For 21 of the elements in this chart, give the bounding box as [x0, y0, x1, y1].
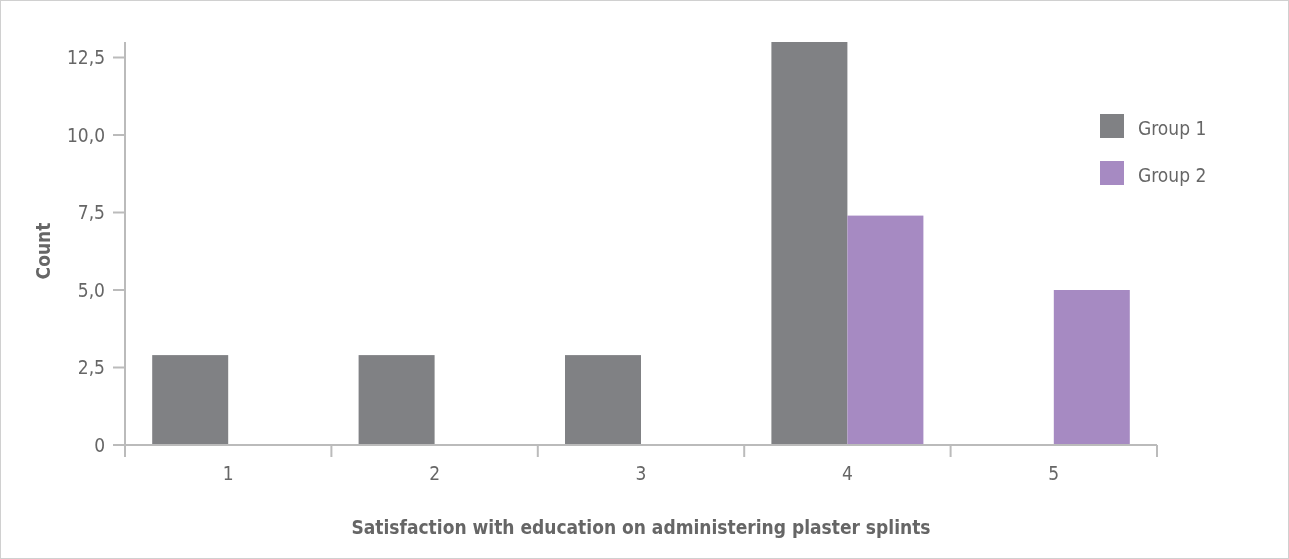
x-tick-label: 5: [1048, 462, 1060, 484]
y-tick-label: 7,5: [77, 201, 105, 224]
legend-label: Group 1: [1138, 116, 1207, 139]
bar: [1053, 290, 1130, 445]
bar: [847, 215, 924, 445]
bar: [358, 355, 435, 445]
x-tick-label: 4: [841, 462, 853, 484]
y-tick-label: 0: [94, 433, 105, 456]
legend-label: Group 2: [1138, 163, 1207, 186]
y-tick-label: 12,5: [66, 46, 105, 69]
x-axis-title: Satisfaction with education on administering plaster splints: [351, 516, 931, 538]
bar: [565, 355, 641, 445]
y-tick-label: 5,0: [77, 278, 105, 301]
y-axis-title: Count: [32, 222, 54, 280]
x-tick-label: 2: [429, 462, 441, 484]
y-tick-label: 2,5: [77, 356, 105, 379]
x-tick-label: 1: [222, 462, 234, 484]
bar: [771, 42, 848, 445]
y-tick-label: 10,0: [66, 123, 105, 146]
bar: [152, 355, 229, 445]
x-tick-label: 3: [635, 462, 647, 484]
